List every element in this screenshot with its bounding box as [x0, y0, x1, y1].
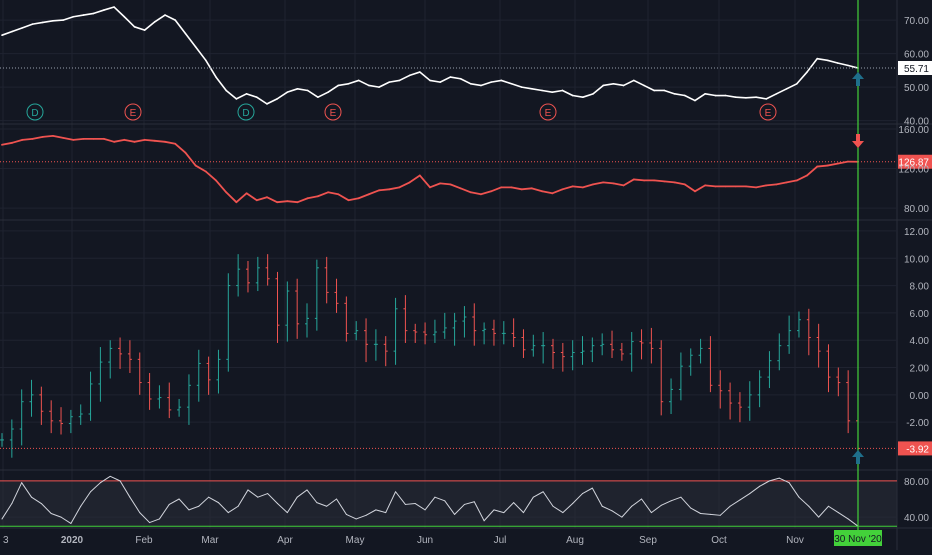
red-price-line-segment [277, 201, 287, 202]
oscillator-y-tick-label: 80.00 [904, 477, 929, 488]
red-price-line-segment [287, 201, 297, 202]
red-price-line-segment [145, 140, 155, 141]
x-tick-label: Jul [494, 535, 507, 546]
red-price-line-segment [155, 141, 165, 142]
red-price-line-segment [746, 186, 756, 187]
x-tick-label: Aug [566, 535, 584, 546]
red-price-line-segment [522, 188, 532, 189]
main-y-tick-label: 12.00 [904, 227, 929, 238]
red-price-line-segment [705, 185, 715, 186]
main-y-tick-label: 10.00 [904, 254, 929, 265]
red-price-line-segment [654, 180, 664, 181]
main-y-tick-label: -2.00 [906, 418, 929, 429]
x-tick-label: Mar [201, 535, 219, 546]
red-price-line-segment [766, 184, 776, 185]
main-series-price-label: -3.92 [906, 444, 929, 455]
x-tick-label: Sep [639, 535, 657, 546]
dividend-event-marker: D [238, 104, 254, 120]
second-y-tick-label: 80.00 [904, 204, 929, 215]
red-price-line-segment [634, 179, 644, 180]
x-tick-label: Nov [786, 535, 804, 546]
x-tick-label: Jun [417, 535, 433, 546]
x-tick-label: May [346, 535, 365, 546]
earnings-event-marker: E [125, 104, 141, 120]
earnings-event-marker: E [325, 104, 341, 120]
oscillator-y-tick-label: 40.00 [904, 513, 929, 524]
red-price-line-segment [573, 186, 583, 187]
white-price-line-segment [736, 97, 746, 98]
red-price-line-segment [73, 139, 83, 140]
crosshair-date-label: 30 Nov '20 [834, 534, 882, 545]
white-price-line-segment [53, 20, 63, 21]
earnings-event-marker: E [760, 104, 776, 120]
red-price-line-segment [603, 182, 613, 183]
red-price-line-segment [379, 189, 389, 190]
x-tick-label: Apr [277, 535, 293, 546]
red-price-line-segment [22, 139, 32, 140]
top-y-tick-label: 60.00 [904, 50, 929, 61]
top-y-tick-label: 70.00 [904, 16, 929, 27]
earnings-event-letter: E [765, 108, 772, 119]
second-y-tick-label: 120.00 [898, 165, 929, 176]
red-price-line-segment [817, 166, 827, 167]
red-price-line-segment [664, 181, 674, 182]
main-y-tick-label: 6.00 [910, 309, 930, 320]
earnings-event-marker: E [540, 104, 556, 120]
dividend-event-marker: D [27, 104, 43, 120]
x-tick-label: Oct [711, 535, 727, 546]
main-y-tick-label: 2.00 [910, 364, 930, 375]
red-price-line-segment [440, 183, 450, 184]
red-price-line-segment [43, 136, 53, 137]
dividend-event-letter: D [242, 108, 249, 119]
white-series-price-label: 55.71 [904, 64, 929, 75]
main-y-tick-label: 8.00 [910, 282, 930, 293]
second-y-tick-label: 160.00 [898, 125, 929, 136]
x-tick-label: Feb [135, 535, 153, 546]
main-y-tick-label: 4.00 [910, 336, 930, 347]
dividend-event-letter: D [31, 108, 38, 119]
top-y-tick-label: 50.00 [904, 83, 929, 94]
main-y-tick-label: 0.00 [910, 391, 930, 402]
x-tick-label: 2020 [61, 535, 84, 546]
earnings-event-letter: E [130, 108, 137, 119]
white-price-line-segment [746, 97, 756, 98]
x-tick-label: 3 [3, 535, 9, 546]
earnings-event-letter: E [330, 108, 337, 119]
earnings-event-letter: E [545, 108, 552, 119]
